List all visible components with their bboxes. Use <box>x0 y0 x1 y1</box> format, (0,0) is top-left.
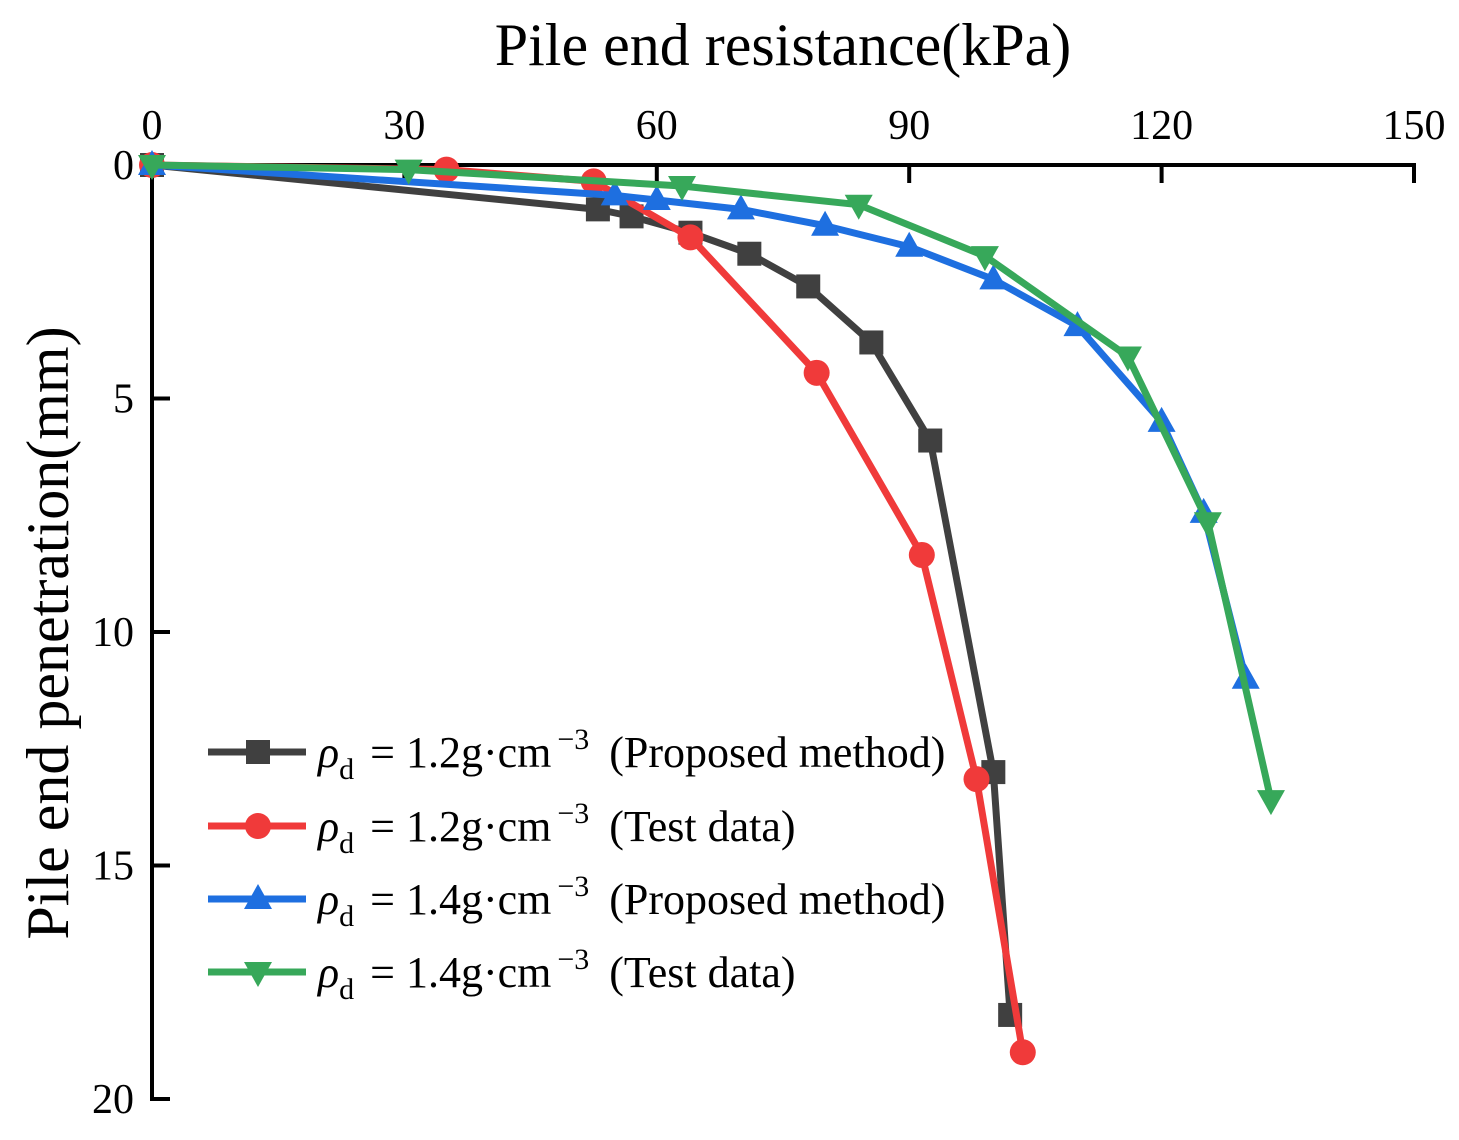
series-3-point <box>811 210 840 236</box>
legend-exponent: −3 <box>557 797 589 830</box>
legend-entry-4: ρd = 1.4g·cm −3 (Test data) <box>208 943 796 1006</box>
y-tick-label: 15 <box>92 844 134 890</box>
plot-area <box>138 150 1285 1066</box>
legend-exponent: −3 <box>557 870 589 903</box>
legend-exponent: −3 <box>557 943 589 976</box>
legend-symbol: ρ <box>316 802 339 851</box>
x-tick-label: 30 <box>383 103 425 149</box>
legend-label: ρd = 1.4g·cm −3 (Proposed method) <box>316 870 945 933</box>
legend-note: (Proposed method) <box>609 875 945 924</box>
series-4-line <box>148 161 1275 804</box>
x-tick-label: 0 <box>142 103 163 149</box>
y-tick-label: 0 <box>113 143 134 189</box>
series-3-point <box>895 231 924 257</box>
legend-label: ρd = 1.2g·cm −3 (Proposed method) <box>316 723 945 786</box>
legend-entry-3: ρd = 1.4g·cm −3 (Proposed method) <box>208 870 945 933</box>
legend-exponent: −3 <box>557 723 589 756</box>
series-3-point <box>642 185 671 211</box>
legend-swatch <box>208 740 306 764</box>
legend-symbol: ρ <box>316 728 339 777</box>
series-3-point <box>726 194 755 220</box>
series-1-line <box>148 161 1014 1019</box>
legend-note: (Test data) <box>609 802 795 851</box>
legend-label: ρd = 1.2g·cm −3 (Test data) <box>316 797 796 860</box>
legend: ρd = 1.2g·cm −3 (Proposed method) ρd = 1.2g·… <box>208 723 945 1006</box>
legend-swatch <box>208 962 306 987</box>
legend-swatch-marker <box>244 962 272 987</box>
series-4 <box>138 155 1285 816</box>
legend-entry-2: ρd = 1.2g·cm −3 (Test data) <box>208 797 796 860</box>
series-4-point <box>668 176 697 202</box>
series-1-point <box>737 241 762 266</box>
y-axis-title: Pile end penetration(mm) <box>15 326 81 939</box>
x-axis-title: Pile end resistance(kPa) <box>495 12 1071 78</box>
legend-subscript: d <box>339 827 354 860</box>
legend-equation: = 1.4g·cm <box>370 875 551 924</box>
series-3-point <box>600 180 629 206</box>
series-4-point <box>394 159 423 185</box>
series-2-point <box>1009 1039 1036 1066</box>
series-2-point <box>677 224 704 251</box>
legend-equation: = 1.4g·cm <box>370 948 551 997</box>
series-2-point <box>803 359 830 386</box>
series-1-point <box>859 330 884 355</box>
x-tick-label: 150 <box>1383 103 1446 149</box>
series-1-point <box>796 274 821 299</box>
y-tick-label: 10 <box>92 610 134 656</box>
legend-subscript: d <box>339 753 354 786</box>
x-tick-label: 120 <box>1130 103 1193 149</box>
legend-label: ρd = 1.4g·cm −3 (Test data) <box>316 943 796 1006</box>
y-tick-label: 5 <box>113 377 134 423</box>
legend-symbol: ρ <box>316 875 339 924</box>
legend-swatch-marker <box>246 740 270 764</box>
series-4-point <box>1193 512 1222 538</box>
series-4-point <box>1256 790 1285 816</box>
series-4-point <box>138 155 166 180</box>
legend-symbol: ρ <box>316 948 339 997</box>
series-2-point <box>908 541 935 568</box>
legend-swatch <box>208 884 306 909</box>
legend-equation: = 1.2g·cm <box>370 802 551 851</box>
series-4-point <box>970 246 999 272</box>
legend-swatch <box>208 813 306 839</box>
series-4-point <box>844 194 873 220</box>
legend-equation: = 1.2g·cm <box>370 728 551 777</box>
series-3-point <box>979 264 1008 290</box>
legend-swatch-marker <box>245 813 271 839</box>
legend-subscript: d <box>339 900 354 933</box>
series-2-point <box>963 766 990 793</box>
axes: 0 30 60 90 120 150 0 5 10 15 20 <box>92 103 1446 1123</box>
series-1-point <box>918 428 943 453</box>
legend-swatch-marker <box>244 884 272 909</box>
x-tick-label: 60 <box>636 103 678 149</box>
legend-subscript: d <box>339 973 354 1006</box>
legend-entry-1: ρd = 1.2g·cm −3 (Proposed method) <box>208 723 945 786</box>
y-tick-label: 20 <box>92 1077 134 1123</box>
series-4-point <box>1113 346 1142 372</box>
legend-note: (Proposed method) <box>609 728 945 777</box>
x-tick-label: 90 <box>888 103 930 149</box>
legend-note: (Test data) <box>609 948 795 997</box>
